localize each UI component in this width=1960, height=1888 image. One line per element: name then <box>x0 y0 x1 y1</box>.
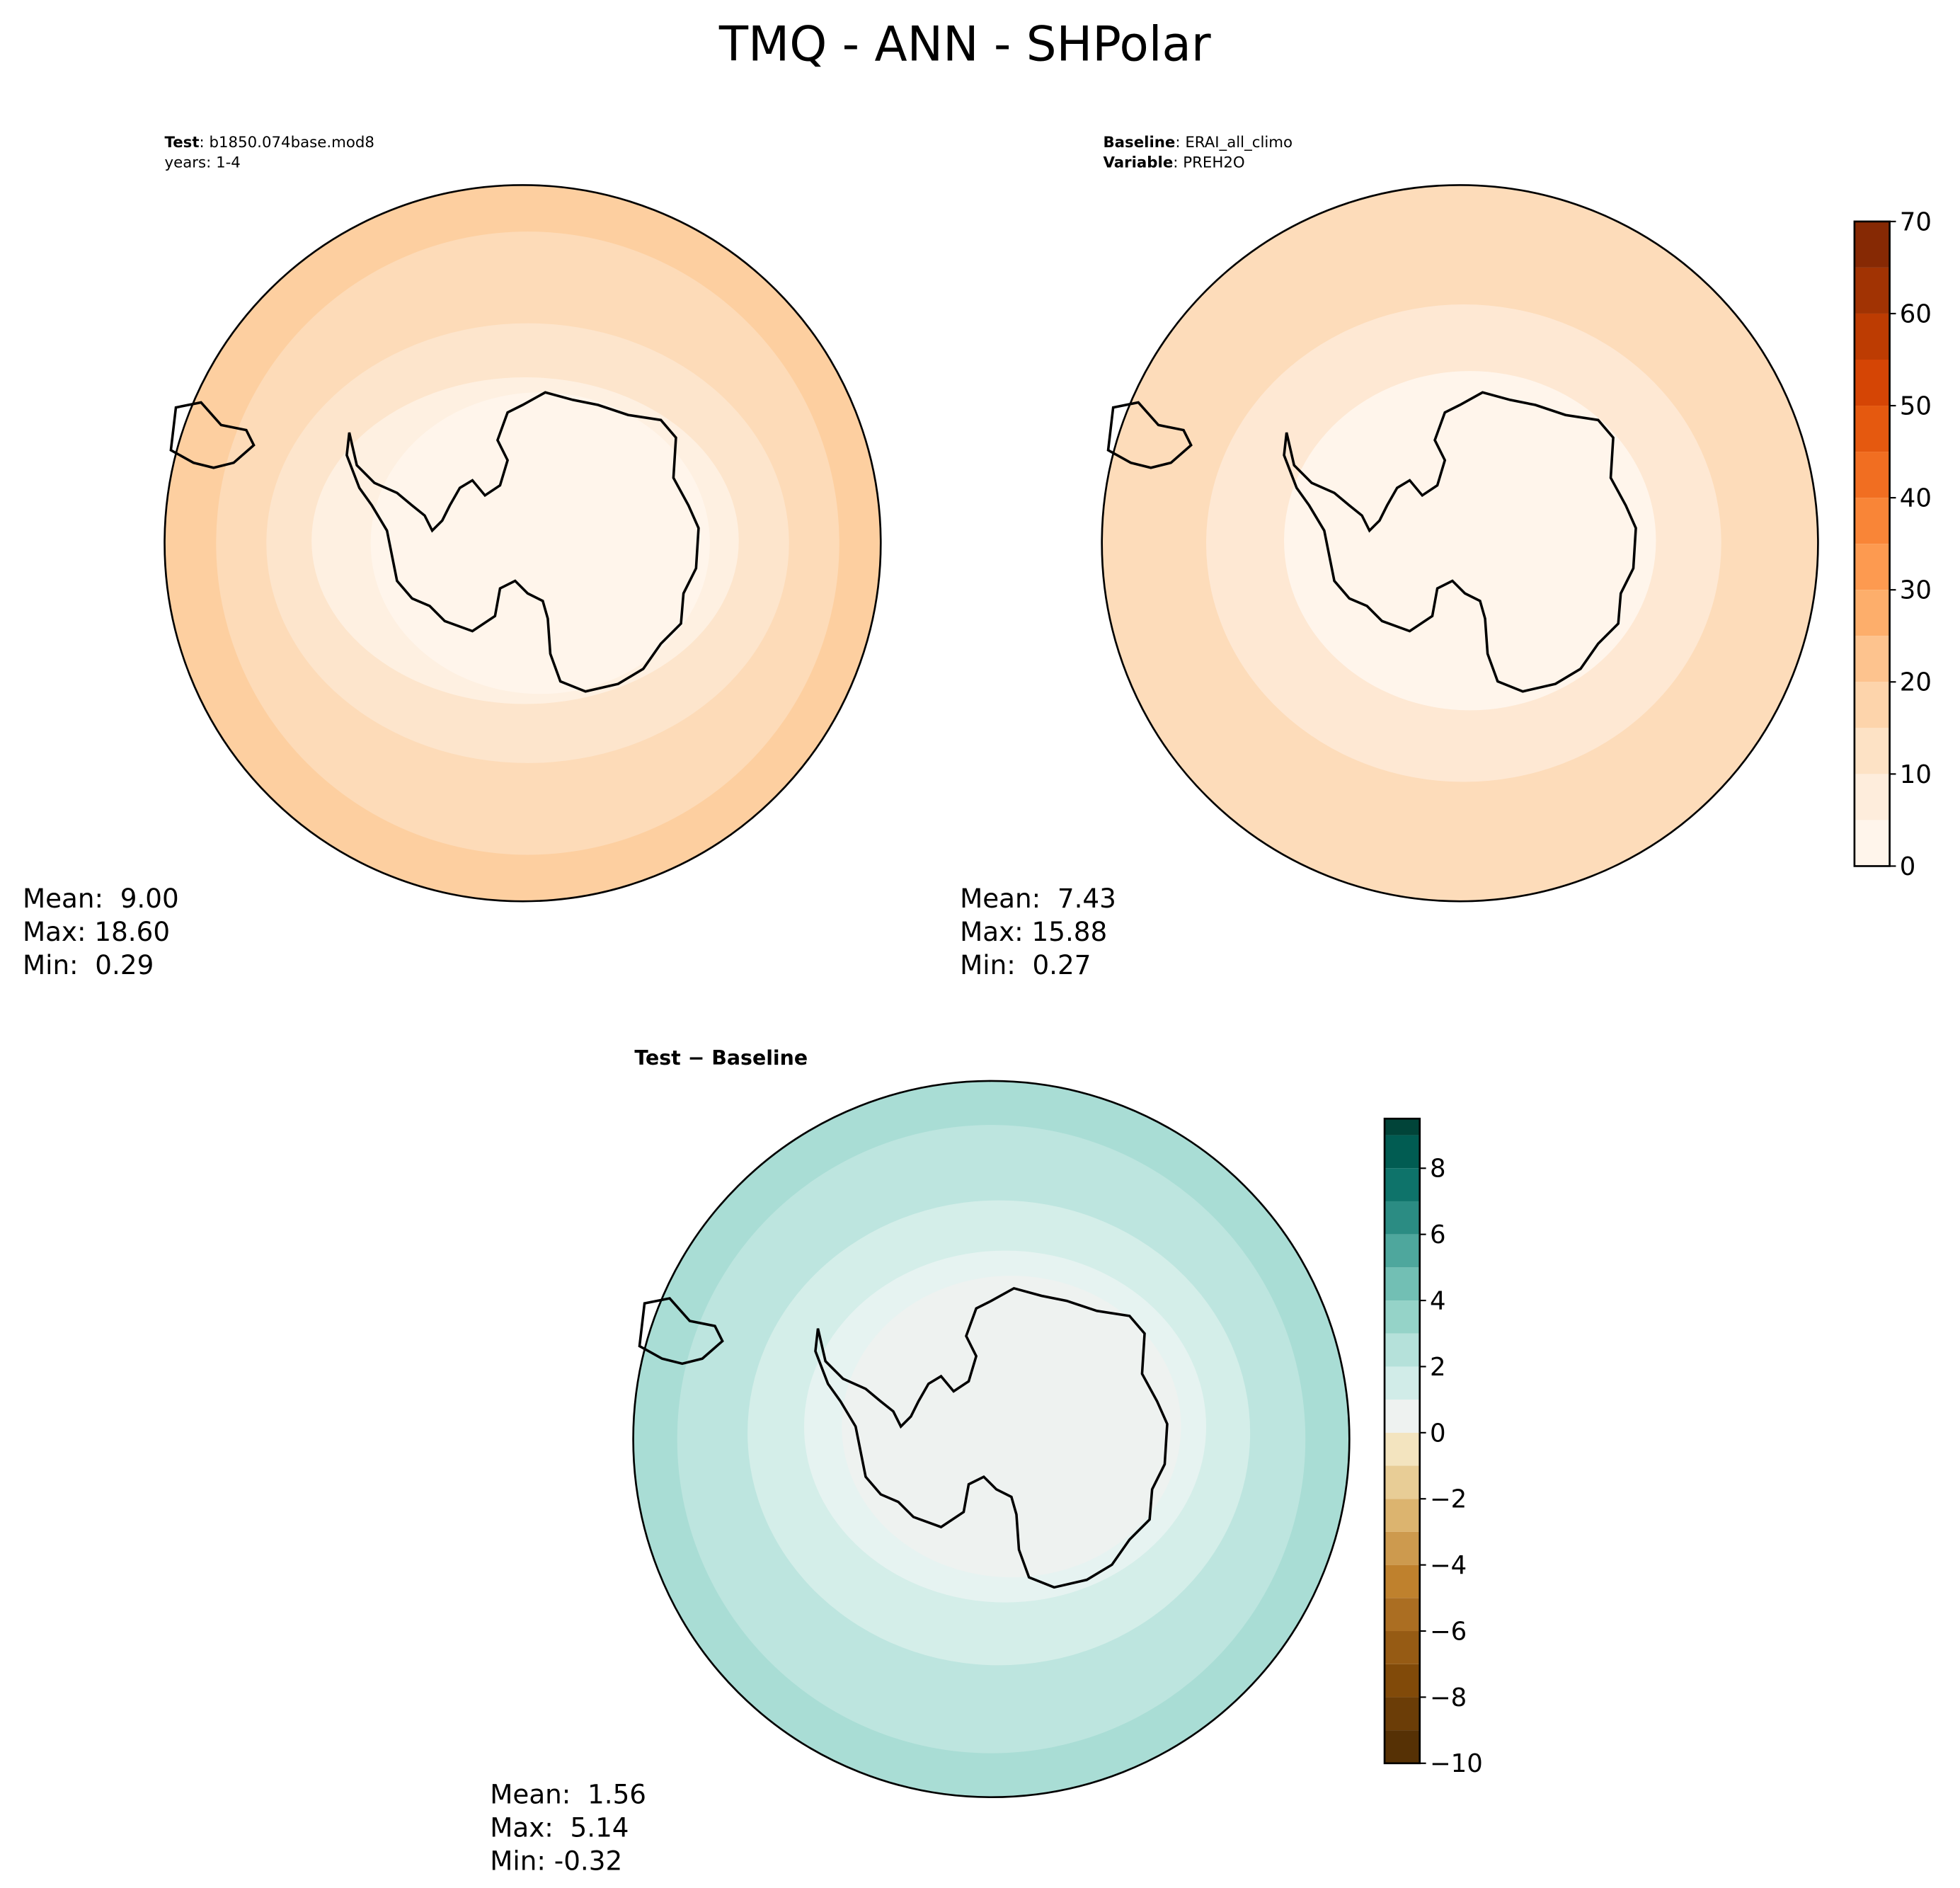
colorbar-band <box>1385 1664 1420 1698</box>
colorbar-band <box>1385 1499 1420 1532</box>
colorbar-band <box>1385 1631 1420 1664</box>
colorbar-band <box>1854 820 1890 866</box>
colorbar-tick-label: 8 <box>1430 1155 1446 1184</box>
colorbar-tick-label: −2 <box>1430 1485 1467 1514</box>
colorbar-tick-label: 2 <box>1430 1353 1446 1382</box>
colorbar-band <box>1385 1531 1420 1565</box>
colorbar-band <box>1385 1564 1420 1598</box>
stat-line: Mean: 7.43 <box>960 883 1116 914</box>
header-line: Variable: PREH2O <box>1103 154 1244 172</box>
colorbar-band <box>1385 1300 1420 1334</box>
colorbar-band <box>1385 1135 1420 1169</box>
header-text: : PREH2O <box>1173 154 1244 172</box>
stat-line: Min: 0.29 <box>23 949 154 980</box>
colorbar-band <box>1385 1598 1420 1632</box>
header-text: : b1850.074base.mod8 <box>200 134 374 151</box>
stat-line: Min: -0.32 <box>490 1846 622 1877</box>
stat-line: Min: 0.27 <box>960 949 1091 980</box>
colorbar-band <box>1385 1234 1420 1268</box>
map-panel <box>164 184 882 903</box>
colorbar-tick-label: 0 <box>1900 852 1916 881</box>
colorbar-tick-label: 40 <box>1900 484 1932 513</box>
colorbar-band <box>1385 1119 1420 1135</box>
colorbar-band <box>1854 221 1890 268</box>
colorbar-tick-label: 6 <box>1430 1220 1446 1249</box>
colorbar-tick-label: 70 <box>1900 207 1932 236</box>
header-key: Baseline <box>1103 134 1175 151</box>
suptitle: TMQ - ANN - SHPolar <box>718 16 1211 72</box>
colorbar-band <box>1385 1465 1420 1499</box>
colorbar-band <box>1854 728 1890 774</box>
colorbar-band <box>1854 406 1890 452</box>
header-text: : ERAI_all_climo <box>1175 134 1293 151</box>
header-line: years: 1-4 <box>165 154 241 172</box>
colorbar-band <box>1854 544 1890 590</box>
header-text: years: 1-4 <box>165 154 241 172</box>
colorbar-tick-label: 0 <box>1430 1419 1446 1448</box>
header-line: Test: b1850.074base.mod8 <box>165 134 374 151</box>
header-key: Test <box>165 134 200 151</box>
colorbar-band <box>1854 359 1890 406</box>
colorbar-tick-label: 60 <box>1900 299 1932 328</box>
colorbar-band <box>1854 452 1890 498</box>
colorbar-band <box>1385 1730 1420 1763</box>
panel-title: Test − Baseline <box>634 1046 808 1070</box>
header-line: Baseline: ERAI_all_climo <box>1103 134 1293 151</box>
colorbar-band <box>1385 1697 1420 1731</box>
colorbar-band <box>1854 498 1890 544</box>
colorbar-tick-label: 30 <box>1900 576 1932 605</box>
colorbar-band <box>1854 267 1890 314</box>
colorbar-band <box>1385 1400 1420 1433</box>
colorbar-tick-label: −6 <box>1430 1617 1467 1646</box>
colorbar-band <box>1385 1201 1420 1235</box>
colorbar-band <box>1854 590 1890 636</box>
colorbar-tick-label: −10 <box>1430 1749 1483 1778</box>
colorbar-tick-label: 50 <box>1900 391 1932 420</box>
colorbar-band <box>1385 1168 1420 1201</box>
stat-line: Mean: 9.00 <box>23 883 179 914</box>
colorbar-band <box>1854 774 1890 820</box>
stat-line: Mean: 1.56 <box>490 1779 646 1810</box>
colorbar-band <box>1385 1366 1420 1400</box>
colorbar-tick-label: 20 <box>1900 668 1932 697</box>
colorbar-frame <box>1853 220 1891 867</box>
map-panel <box>1101 184 1819 903</box>
stat-line: Max: 18.60 <box>23 916 170 947</box>
map-panel <box>632 1080 1351 1799</box>
colorbar-tick-label: 4 <box>1430 1286 1446 1315</box>
colorbar-band <box>1854 682 1890 728</box>
colorbar-band <box>1854 636 1890 682</box>
stat-line: Max: 15.88 <box>960 916 1107 947</box>
colorbar-tick-label: 10 <box>1900 760 1932 789</box>
colorbar-frame <box>1383 1117 1421 1765</box>
colorbar-band <box>1385 1432 1420 1466</box>
colorbar-tick-label: −4 <box>1430 1551 1467 1580</box>
colorbar-tick-label: −8 <box>1430 1683 1467 1712</box>
colorbar-band <box>1854 313 1890 360</box>
colorbar-band <box>1385 1333 1420 1367</box>
header-key: Variable <box>1103 154 1173 172</box>
stat-line: Max: 5.14 <box>490 1812 629 1843</box>
colorbar-band <box>1385 1267 1420 1301</box>
